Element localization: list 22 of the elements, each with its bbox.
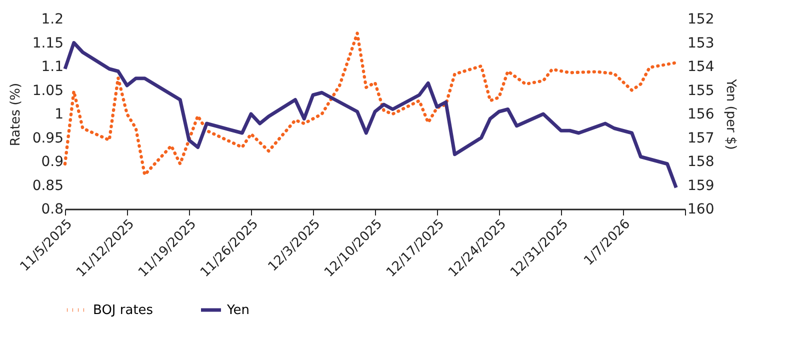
- y2-axis-title: Yen (per $): [723, 78, 738, 150]
- y2-tick-label: 158: [688, 154, 714, 170]
- y2-tick-label: 153: [688, 35, 714, 52]
- y-tick-label: 1.1: [41, 59, 64, 75]
- y2-tick-label: 156: [688, 106, 714, 122]
- y-tick-label: 1.05: [32, 82, 64, 99]
- y2-tick-label: 154: [688, 59, 714, 75]
- y-tick-label: 0.85: [32, 178, 64, 194]
- y-axis-title: Rates (%): [8, 82, 24, 146]
- y-tick-label: 1.2: [41, 12, 64, 28]
- y-tick-label: 0.9: [41, 154, 64, 170]
- y2-tick-label: 155: [688, 82, 714, 99]
- legend-label: BOJ rates: [93, 303, 154, 318]
- y-tick-label: 0.95: [32, 130, 64, 146]
- y-tick-label: 1: [54, 106, 64, 122]
- y2-tick-label: 160: [688, 202, 714, 218]
- legend-label: Yen: [226, 303, 250, 318]
- y-tick-label: 1.15: [32, 35, 64, 52]
- y-tick-label: 0.8: [41, 202, 64, 218]
- y2-tick-label: 152: [688, 12, 714, 28]
- y2-tick-label: 157: [688, 130, 714, 146]
- y2-tick-label: 159: [688, 178, 714, 194]
